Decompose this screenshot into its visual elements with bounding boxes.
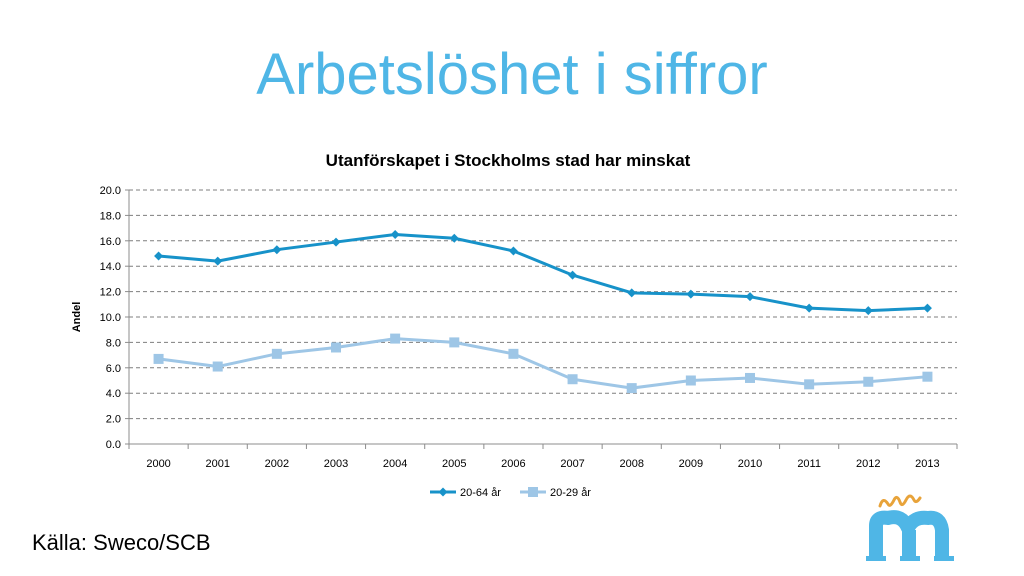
data-point — [153, 353, 164, 364]
y-tick-label: 4.0 — [106, 388, 121, 400]
data-point — [626, 383, 637, 394]
data-point — [449, 337, 460, 348]
y-tick-label: 8.0 — [106, 337, 121, 349]
y-tick-label: 14.0 — [100, 261, 121, 273]
data-point — [567, 374, 578, 385]
data-point — [508, 348, 519, 359]
x-tick-labels: 2000 2001 2002 2003 2004 2005 2006 2007 2008 2009… — [146, 458, 939, 470]
x-tick-label: 2010 — [738, 458, 762, 470]
chart-title: Utanförskapet i Stockholms stad har mins… — [326, 151, 691, 170]
legend: 20-64 år 20-29 år — [430, 487, 591, 499]
axes — [125, 189, 958, 449]
x-tick-label: 2006 — [501, 458, 525, 470]
series-line — [158, 232, 928, 313]
x-tick-label: 2013 — [915, 458, 939, 470]
data-point — [449, 233, 459, 243]
y-tick-label: 20.0 — [100, 185, 121, 197]
data-point — [272, 245, 282, 255]
y-tick-label: 6.0 — [106, 363, 121, 375]
data-point — [331, 342, 341, 353]
data-point — [212, 361, 223, 372]
x-tick-label: 2007 — [560, 458, 584, 470]
x-tick-label: 2005 — [442, 458, 466, 470]
y-axis-label: Andel — [71, 302, 83, 333]
data-point — [922, 303, 932, 313]
series-line — [158, 337, 928, 390]
data-point — [745, 292, 755, 302]
x-tick-label: 2000 — [146, 458, 170, 470]
data-point — [863, 306, 873, 316]
x-tick-label: 2002 — [265, 458, 289, 470]
data-point — [390, 229, 400, 239]
data-point — [685, 375, 696, 386]
y-tick-label: 0.0 — [106, 439, 121, 451]
series-2 — [153, 333, 933, 394]
data-point — [922, 371, 933, 382]
y-tick-label: 16.0 — [100, 236, 121, 248]
y-tick-label: 2.0 — [106, 414, 121, 426]
data-point — [213, 256, 223, 266]
source-note: Källa: Sweco/SCB — [32, 530, 211, 555]
nya-m-logo — [866, 494, 954, 561]
data-point — [804, 379, 815, 390]
gridlines — [129, 189, 957, 420]
data-point — [863, 376, 874, 387]
x-tick-label: 2012 — [856, 458, 880, 470]
x-tick-label: 2001 — [205, 458, 229, 470]
data-point — [686, 289, 696, 299]
legend-label: 20-29 år — [550, 487, 591, 499]
slide-title: Arbetslöshet i siffror — [256, 42, 768, 107]
x-tick-label: 2004 — [383, 458, 407, 470]
y-tick-label: 12.0 — [100, 287, 121, 299]
legend-marker — [438, 487, 448, 497]
x-tick-label: 2011 — [797, 458, 821, 470]
data-point — [627, 288, 637, 298]
data-point — [508, 246, 518, 256]
y-tick-label: 18.0 — [100, 210, 121, 222]
x-tick-label: 2008 — [619, 458, 643, 470]
y-tick-labels: 0.0 2.0 4.0 6.0 8.0 10.0 12.0 14.0 16.0 18.0 20.0 — [100, 185, 121, 451]
data-point — [745, 372, 755, 383]
x-tick-label: 2003 — [324, 458, 348, 470]
series-lines — [153, 229, 933, 394]
data-point — [271, 348, 282, 359]
data-point — [390, 333, 401, 344]
series-1 — [154, 229, 932, 316]
x-tick-label: 2009 — [679, 458, 703, 470]
legend-label: 20-64 år — [460, 487, 501, 499]
legend-marker — [528, 487, 538, 497]
data-point — [154, 251, 164, 261]
y-tick-label: 10.0 — [100, 312, 121, 324]
data-point — [568, 270, 578, 280]
data-point — [804, 303, 814, 313]
data-point — [331, 237, 341, 247]
